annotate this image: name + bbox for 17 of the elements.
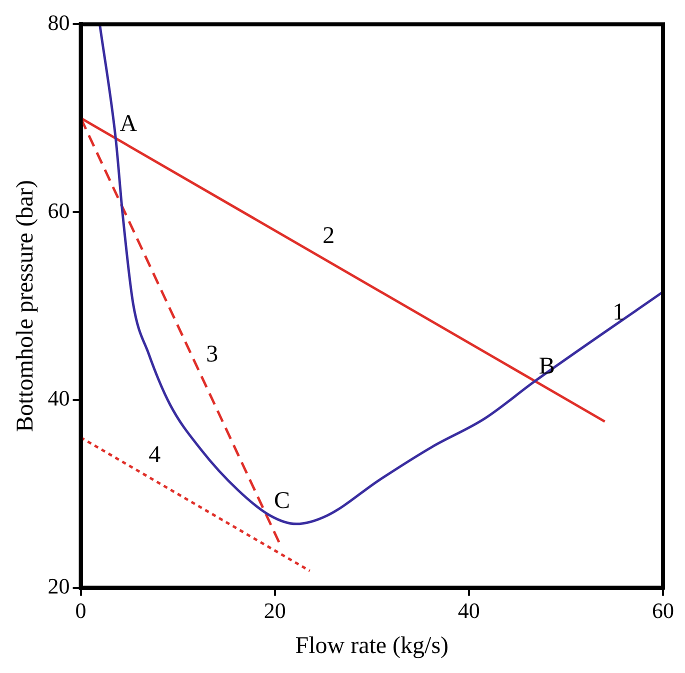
y-tick-label: 80 xyxy=(48,10,70,35)
x-tick-label: 40 xyxy=(458,598,480,623)
x-tick-label: 0 xyxy=(75,598,86,623)
annotation: A xyxy=(120,111,138,138)
y-axis-title: Bottomhole pressure (bar) xyxy=(12,180,39,432)
series-label: 4 xyxy=(148,442,161,468)
x-tick-label: 60 xyxy=(652,598,674,623)
y-tick-label: 20 xyxy=(48,574,70,599)
series-label: 3 xyxy=(206,342,218,368)
y-tick-label: 40 xyxy=(48,386,70,411)
y-tick-label: 60 xyxy=(48,198,70,223)
series-label: 2 xyxy=(322,222,335,249)
line-series xyxy=(98,24,663,526)
x-axis-title: Flow rate (kg/s) xyxy=(295,632,449,659)
series-label: 1 xyxy=(612,299,625,326)
annotation: C xyxy=(274,488,290,514)
x-tick-label: 20 xyxy=(264,598,286,623)
